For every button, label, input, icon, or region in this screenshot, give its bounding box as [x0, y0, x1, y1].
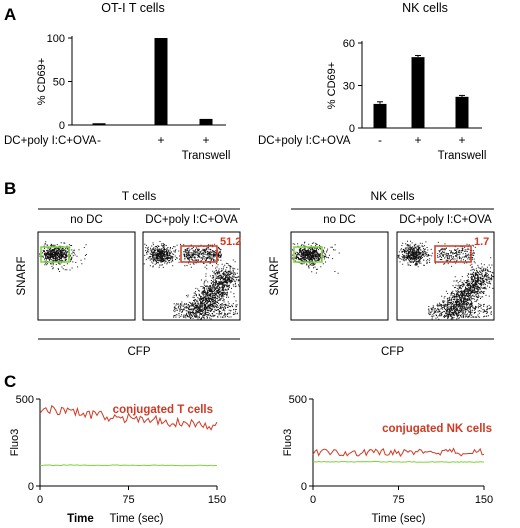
flow-plot: DC+poly I:C+OVA 51.2 — [142, 214, 241, 321]
bar-chart-otI_bar: OT-I T cells 0 50 100 % CD69+ - + + Transwell DC+… — [4, 1, 230, 162]
series-line — [312, 447, 485, 457]
y-tick-label: 30 — [343, 81, 355, 93]
x-tick-label: 75 — [122, 494, 134, 506]
group-title: NK cells — [370, 189, 414, 203]
gate-red — [180, 245, 218, 263]
bar-chart-nk_bar: NK cells 0 30 60 % CD69+ - + + Transwell DC+poly … — [258, 1, 486, 162]
category-label: + — [157, 133, 164, 147]
category-label: - — [97, 133, 101, 147]
gate-green — [293, 246, 323, 263]
category-label: + — [414, 133, 421, 147]
bar — [411, 57, 425, 128]
series-line — [39, 404, 218, 431]
series-label: conjugated NK cells — [382, 423, 492, 435]
chart-title: OT-I T cells — [101, 1, 164, 15]
panel-label-a: A — [4, 5, 16, 24]
y-axis-label: % CD69+ — [36, 58, 48, 105]
flow-events — [143, 241, 240, 320]
y-tick-label: 500 — [16, 394, 34, 406]
gate-value: 1.7 — [474, 236, 489, 248]
bar — [199, 118, 213, 125]
bar — [373, 103, 387, 128]
y-tick-label: 500 — [289, 394, 307, 406]
panel-label-b: B — [4, 179, 16, 198]
y-tick-label: 0 — [301, 481, 307, 493]
gate-value: 51.2 — [220, 236, 241, 248]
row-label: DC+poly I:C+OVA — [258, 135, 351, 147]
y-axis-label: % CD69+ — [326, 62, 338, 109]
panel-a: OT-I T cells 0 50 100 % CD69+ - + + Transwell DC+… — [4, 1, 486, 162]
plot-frame — [290, 231, 389, 321]
y-axis-label: Fluo3 — [282, 429, 294, 457]
plot-label: no DC — [323, 214, 356, 226]
flow-plot: DC+poly I:C+OVA 1.7 — [396, 214, 495, 321]
series-line — [312, 460, 485, 463]
y-tick-label: 0 — [59, 120, 65, 132]
y-axis-label: SNARF — [16, 257, 28, 296]
panel-label-c: C — [4, 372, 16, 391]
category-label: + — [202, 133, 209, 147]
bar — [455, 96, 469, 128]
x-tick-label: 0 — [37, 494, 43, 506]
gate-green — [40, 246, 70, 263]
panel-b: T cells CFP SNARF no DC DC+poly I:C+OVA 51.2 N… — [16, 189, 495, 358]
plot-label: DC+poly I:C+OVA — [145, 214, 238, 226]
x-axis-label: CFP — [381, 346, 404, 358]
category-label: + — [458, 133, 465, 147]
flow-group-nk_flow: NK cells CFP SNARF no DC DC+poly I:C+OVA 1.7 — [269, 189, 495, 358]
x-axis-label-prefix: Time — [67, 513, 94, 525]
plot-label: no DC — [70, 214, 103, 226]
x-tick-label: 0 — [310, 494, 316, 506]
flow-plot: no DC — [37, 214, 136, 321]
y-tick-label: 100 — [47, 33, 65, 45]
x-axis-label: Time (sec) — [372, 513, 426, 525]
panel-c: 0 500 0 75 150 Fluo3 Time Time (sec) conjugated … — [9, 394, 493, 525]
bar — [92, 123, 106, 125]
y-axis-label: SNARF — [269, 257, 281, 296]
x-tick-label: 75 — [392, 494, 404, 506]
y-tick-label: 60 — [343, 38, 355, 50]
x-tick-label: 150 — [475, 494, 493, 506]
row-label: DC+poly I:C+OVA — [4, 135, 97, 147]
group-title: T cells — [122, 189, 156, 203]
category-sublabel: Transwell — [182, 150, 231, 162]
line-chart-nk_fluo: 0 500 0 75 150 Fluo3 Time (sec) conjugated NK c… — [282, 394, 493, 525]
gate-red — [434, 245, 472, 263]
flow-events — [397, 240, 494, 320]
flow-group-t_flow: T cells CFP SNARF no DC DC+poly I:C+OVA 51.2 — [16, 189, 241, 358]
flow-events — [291, 241, 340, 274]
category-label: - — [378, 133, 382, 147]
bar — [154, 38, 168, 125]
flow-events — [39, 241, 87, 272]
plot-label: DC+poly I:C+OVA — [399, 214, 492, 226]
series-label: conjugated T cells — [113, 404, 213, 416]
y-tick-label: 0 — [349, 123, 355, 135]
x-axis-label: CFP — [128, 346, 151, 358]
line-chart-t_fluo: 0 500 0 75 150 Fluo3 Time Time (sec) conjugated … — [9, 394, 226, 525]
series-line — [39, 464, 218, 467]
y-axis-label: Fluo3 — [9, 429, 21, 457]
chart-title: NK cells — [402, 1, 448, 15]
flow-plot: no DC — [290, 214, 389, 321]
category-sublabel: Transwell — [438, 150, 487, 162]
y-tick-label: 0 — [28, 481, 34, 493]
y-tick-label: 50 — [53, 77, 65, 89]
x-tick-label: 150 — [208, 494, 226, 506]
x-axis-label: Time (sec) — [110, 513, 164, 525]
